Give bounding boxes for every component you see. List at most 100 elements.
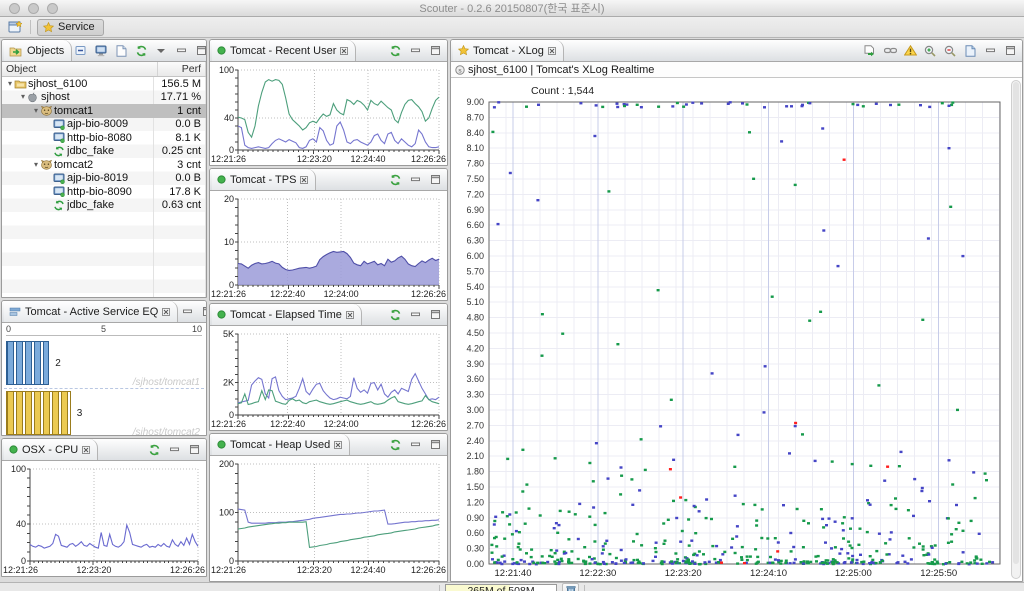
minimize-view-icon[interactable] — [178, 303, 196, 321]
minimize-view-icon[interactable] — [406, 306, 424, 324]
svg-text:5.10: 5.10 — [466, 297, 484, 307]
column-object[interactable]: Object — [2, 62, 158, 76]
svg-text:3.30: 3.30 — [466, 390, 484, 400]
refresh-icon[interactable] — [386, 436, 404, 454]
maximize-view-icon[interactable] — [426, 306, 444, 324]
tree-row-ajp-bio-8019[interactable]: ajp-bio-8019 0.0 B — [2, 172, 206, 186]
expand-toggle-icon[interactable]: ▾ — [33, 159, 38, 169]
open-perspective-icon[interactable] — [6, 18, 24, 36]
tab-active-service-eq[interactable]: Tomcat - Active Service EQ — [4, 301, 179, 322]
export-icon[interactable] — [861, 42, 879, 60]
objects-panel: Objects Object Perf — [1, 39, 207, 298]
svg-text:7.80: 7.80 — [466, 159, 484, 169]
maximize-view-icon[interactable] — [185, 441, 203, 459]
svg-text:12:21:26: 12:21:26 — [211, 565, 246, 575]
cpu-chart: 0 40 100 12:21:26 12:23:20 12:26:26 — [2, 461, 206, 576]
minimize-view-icon[interactable] — [406, 171, 424, 189]
tree-row-jdbc_fake[interactable]: jdbc_fake 0.63 cnt — [2, 199, 206, 213]
refresh-icon[interactable] — [132, 42, 150, 60]
maximize-view-icon[interactable] — [1001, 42, 1019, 60]
tree-row-ajp-bio-8009[interactable]: ajp-bio-8009 0.0 B — [2, 118, 206, 132]
scrollbar-thumb[interactable] — [1013, 82, 1019, 565]
zoom-window-button[interactable] — [47, 2, 58, 14]
refresh-icon[interactable] — [386, 306, 404, 324]
close-tab-icon[interactable] — [162, 307, 171, 316]
perspective-service-button[interactable]: Service — [37, 18, 104, 36]
minimize-window-button[interactable] — [28, 2, 39, 14]
close-tab-icon[interactable] — [334, 440, 343, 449]
tab-xlog[interactable]: Tomcat - XLog — [453, 40, 564, 61]
svg-text:12:22:40: 12:22:40 — [270, 419, 305, 429]
eq-bar — [6, 341, 50, 385]
column-divider — [205, 77, 206, 297]
refresh-icon[interactable] — [386, 42, 404, 60]
svg-text:0.30: 0.30 — [466, 544, 484, 554]
tab-recent-user[interactable]: Tomcat - Recent User — [212, 40, 357, 61]
recent-tabrow: Tomcat - Recent User — [210, 40, 447, 62]
tps-panel: Tomcat - TPS 0 10 20 12:21:26 12:22:40 12:24:… — [209, 168, 448, 301]
run-gc-button[interactable] — [562, 583, 579, 591]
close-tab-icon[interactable] — [300, 175, 309, 184]
tree-row-jdbc_fake[interactable]: jdbc_fake 0.25 cnt — [2, 145, 206, 159]
tomcat-icon — [40, 105, 54, 117]
minimize-view-icon[interactable] — [981, 42, 999, 60]
host-view-icon[interactable] — [92, 42, 110, 60]
new-page-icon[interactable] — [961, 42, 979, 60]
minimize-view-icon[interactable] — [406, 42, 424, 60]
link-icon[interactable] — [881, 42, 899, 60]
new-view-icon[interactable] — [112, 42, 130, 60]
svg-text:0.00: 0.00 — [466, 559, 484, 569]
expand-toggle-icon[interactable]: ▾ — [20, 92, 25, 102]
close-tab-icon[interactable] — [548, 46, 556, 55]
tree-row-sjhost_6100[interactable]: ▾ sjhost_6100 156.5 M — [2, 77, 206, 91]
maximize-view-icon[interactable] — [198, 303, 206, 321]
close-window-button[interactable] — [9, 2, 20, 14]
maximize-view-icon[interactable] — [192, 42, 206, 60]
left-column: Objects Object Perf — [1, 39, 207, 582]
tree-perf-value: 0.0 B — [175, 118, 201, 131]
svg-text:0: 0 — [229, 410, 234, 420]
svg-text:200: 200 — [219, 459, 234, 469]
eq-bars-icon — [9, 307, 21, 317]
close-tab-icon[interactable] — [345, 310, 354, 319]
close-tab-icon[interactable] — [82, 445, 91, 454]
expand-toggle-icon[interactable]: ▾ — [7, 78, 12, 88]
warning-filter-icon[interactable] — [901, 42, 919, 60]
tab-heap-used[interactable]: Tomcat - Heap Used — [212, 434, 351, 455]
svg-text:0: 0 — [21, 556, 26, 566]
xlog-scrollbar[interactable] — [1011, 80, 1021, 579]
tab-osx-cpu[interactable]: OSX - CPU — [4, 439, 99, 460]
star-icon — [43, 21, 54, 33]
tab-tps[interactable]: Tomcat - TPS — [212, 169, 317, 190]
tree-row-http-bio-8090[interactable]: http-bio-8090 17.8 K — [2, 185, 206, 199]
expand-toggle-icon[interactable]: ▾ — [33, 105, 38, 115]
refresh-icon[interactable] — [386, 171, 404, 189]
maximize-view-icon[interactable] — [426, 436, 444, 454]
zoom-out-icon[interactable] — [941, 42, 959, 60]
minimize-view-icon[interactable] — [165, 441, 183, 459]
xlog-scatter-chart[interactable]: 9.00 8.70 8.40 8.10 7.80 7.50 7.20 6.90 6.60 6.30… — [451, 78, 1022, 581]
maximize-view-icon[interactable] — [426, 171, 444, 189]
tree-row-sjhost[interactable]: ▾ sjhost 17.71 % — [2, 91, 206, 105]
svg-text:1.80: 1.80 — [466, 467, 484, 477]
tab-objects[interactable]: Objects — [4, 40, 73, 61]
tps-chart: 0 10 20 12:21:26 12:22:40 12:24:00 12:26:26 — [210, 191, 447, 300]
svg-text:12:26:26: 12:26:26 — [411, 289, 446, 299]
refresh-icon[interactable] — [145, 441, 163, 459]
eq-axis: 0 5 10 — [6, 324, 202, 336]
svg-text:12:24:10: 12:24:10 — [750, 568, 787, 579]
minimize-view-icon[interactable] — [406, 436, 424, 454]
svg-text:6.90: 6.90 — [466, 205, 484, 215]
tab-elapsed-time[interactable]: Tomcat - Elapsed Time — [212, 304, 362, 325]
close-tab-icon[interactable] — [340, 46, 349, 55]
tree-row-tomcat1[interactable]: ▾ tomcat1 1 cnt — [2, 104, 206, 118]
tree-row-tomcat2[interactable]: ▾ tomcat2 3 cnt — [2, 158, 206, 172]
minimize-view-icon[interactable] — [172, 42, 190, 60]
maximize-view-icon[interactable] — [426, 42, 444, 60]
collapse-all-icon[interactable] — [72, 42, 90, 60]
column-perf[interactable]: Perf — [158, 62, 206, 76]
view-menu-icon[interactable] — [152, 42, 170, 60]
svg-text:100: 100 — [219, 508, 234, 518]
tree-row-http-bio-8080[interactable]: http-bio-8080 8.1 K — [2, 131, 206, 145]
zoom-in-icon[interactable] — [921, 42, 939, 60]
